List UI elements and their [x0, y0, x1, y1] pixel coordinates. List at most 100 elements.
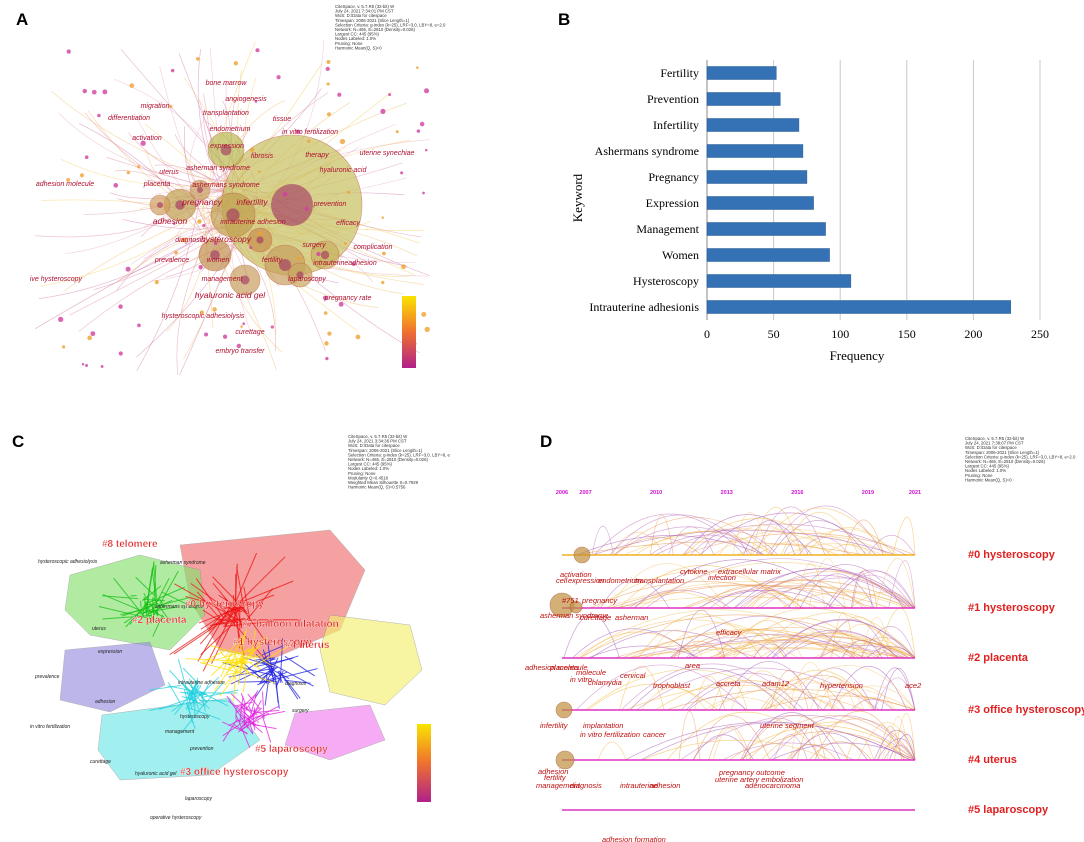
- co-citation-arc: [699, 512, 877, 556]
- co-citation-arc: [614, 517, 774, 556]
- small-node: [270, 325, 274, 329]
- co-citation-arc: [650, 629, 703, 659]
- co-citation-arc: [609, 514, 752, 556]
- timeline-term: extracellular matrix: [718, 567, 781, 576]
- co-citation-arc: [866, 645, 916, 659]
- year-label: 2010: [650, 490, 662, 496]
- timeline-term: infertility: [540, 721, 569, 730]
- small-node: [240, 325, 243, 328]
- x-tick-label: 250: [1031, 327, 1049, 341]
- co-citation-arc: [594, 513, 745, 556]
- meta-line: Harmonic Mean(Q, S)=0: [335, 45, 382, 50]
- small-node: [422, 191, 425, 195]
- co-citation-arc: [575, 664, 747, 711]
- co-citation-arc: [814, 710, 905, 761]
- small-node: [202, 223, 206, 228]
- small-node: [79, 173, 85, 178]
- small-node: [296, 256, 301, 261]
- small-node: [326, 112, 332, 117]
- small-node: [90, 331, 96, 337]
- cluster-edge: [145, 586, 186, 605]
- timeline-term: implantation: [583, 721, 623, 730]
- year-label: 2013: [721, 490, 733, 496]
- timeline-term: pregnancy outcome: [718, 768, 785, 777]
- small-node: [304, 206, 309, 211]
- cluster-edge: [235, 603, 243, 629]
- network-edge: [176, 207, 222, 376]
- cluster-edge: [158, 570, 179, 606]
- timeline-term: adam12: [762, 679, 790, 688]
- node-label: prevention: [189, 746, 214, 752]
- network-edge: [106, 156, 226, 192]
- bar: [706, 66, 777, 80]
- cluster-edge: [230, 663, 275, 685]
- co-citation-arc: [816, 682, 865, 711]
- timeline-term: chlamydia: [588, 678, 622, 687]
- co-citation-arc: [685, 636, 780, 659]
- cluster-hulls: [59, 529, 423, 781]
- co-citation-arc: [857, 722, 916, 761]
- cluster-edge: [183, 689, 193, 724]
- cluster-label: #1 hysteroscopy: [968, 602, 1056, 614]
- meta-line: Harmonic Mean(Q, S)=0: [965, 477, 1012, 482]
- co-citation-arc: [771, 618, 914, 659]
- timeline-term: intrauterine: [620, 781, 658, 790]
- cluster-edge: [181, 696, 198, 701]
- small-node: [249, 147, 255, 152]
- meta-line: WoS: D:\Data for citespace: [965, 445, 1017, 450]
- category-label: Women: [662, 248, 699, 262]
- co-citation-arc: [740, 718, 820, 761]
- co-citation-arc: [613, 526, 764, 556]
- cluster-hull: [59, 641, 166, 713]
- co-citation-arc: [576, 535, 764, 556]
- network-edge: [207, 216, 283, 353]
- small-node: [58, 316, 64, 323]
- meta-line: Pruning: None: [335, 41, 363, 46]
- co-citation-arc: [782, 631, 899, 659]
- small-node: [125, 266, 131, 272]
- small-node: [338, 301, 344, 307]
- small-node: [276, 75, 281, 80]
- cluster-edge: [259, 645, 283, 657]
- co-citation-arc: [878, 725, 903, 761]
- cluster-edge: [249, 653, 259, 664]
- co-citation-arc: [873, 729, 916, 761]
- co-citation-arc: [641, 686, 707, 711]
- small-node: [174, 250, 178, 255]
- network-edge: [64, 187, 224, 255]
- time-colorbar: [402, 296, 416, 368]
- cluster-label: #5 laparoscopy: [968, 804, 1049, 816]
- timeline-term: uterine artery embolization: [715, 775, 803, 784]
- network-edge: [137, 223, 221, 269]
- co-citation-arc: [753, 643, 788, 659]
- co-citation-arc: [704, 697, 781, 711]
- timeline-term: infection: [708, 573, 736, 582]
- keyword-label: adhesion: [153, 216, 188, 226]
- cluster-edge: [182, 667, 199, 685]
- cluster-edge: [261, 715, 272, 743]
- cluster-edge: [123, 598, 161, 624]
- co-citation-arc: [711, 678, 748, 711]
- cluster-edge: [171, 701, 185, 712]
- cluster-label: #8 telomere: [102, 539, 158, 550]
- cluster-edge: [190, 583, 223, 607]
- bar: [706, 92, 781, 106]
- cluster-edge: [194, 681, 197, 716]
- co-citation-arc: [692, 734, 754, 761]
- year-label: 2007: [579, 490, 591, 496]
- keyword-node-core: [220, 144, 232, 156]
- network-edge: [114, 170, 229, 209]
- cluster-edge: [228, 716, 247, 727]
- cluster-edge: [101, 595, 139, 600]
- small-node: [249, 246, 253, 250]
- bar: [706, 222, 826, 236]
- network-edge: [183, 229, 241, 360]
- cluster-edge: [195, 578, 224, 618]
- co-citation-arc: [743, 520, 796, 556]
- cluster-edge: [248, 720, 263, 734]
- small-node: [295, 129, 301, 135]
- small-node: [81, 362, 85, 366]
- cluster-hull: [64, 554, 206, 651]
- cluster-edge: [200, 600, 244, 630]
- bar: [706, 170, 808, 184]
